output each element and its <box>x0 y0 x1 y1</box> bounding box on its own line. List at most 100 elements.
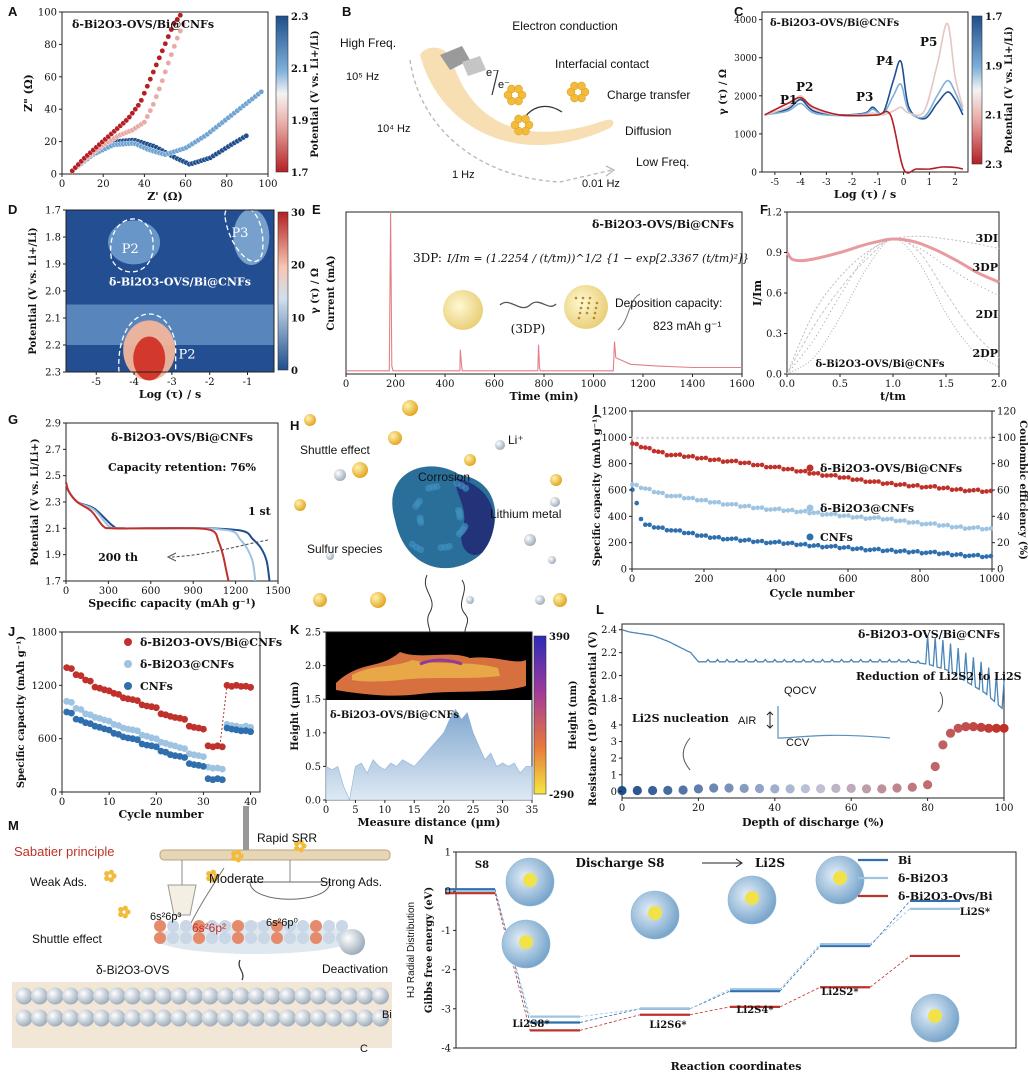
panel-m-cluster-atom <box>284 932 296 944</box>
panel-i-capacity-point <box>781 508 786 514</box>
y-tick-label: 0 <box>751 169 757 179</box>
panel-b-sulfur-ring <box>514 84 523 94</box>
panel-i-capacity-point <box>906 520 912 525</box>
x-tick-label: 15 <box>408 805 421 816</box>
panel-i-capacity-point <box>811 543 817 548</box>
panel-i-capacity-point <box>854 514 860 520</box>
panel-a-point <box>141 119 148 125</box>
panel-f-xlabel: t/tm <box>880 390 906 403</box>
panel-i-capacity-point <box>828 544 834 549</box>
panel-m-label: Sabatier principle <box>14 844 114 859</box>
panel-m-deactivated-particle <box>339 929 365 955</box>
panel-i-capacity-point <box>820 512 825 517</box>
panel-i-efficiency-point <box>746 436 750 440</box>
panel-i-efficiency-point <box>772 436 775 440</box>
panel-m-base-atom <box>325 987 343 1005</box>
panel-i-legend-marker <box>806 504 814 512</box>
panel-i-capacity-point <box>746 503 752 509</box>
panel-h-surface-bump <box>453 480 461 487</box>
panel-i-capacity-point <box>958 551 963 557</box>
x-tick-label: 1600 <box>729 379 754 390</box>
panel-i-capacity-point <box>681 495 687 501</box>
panel-i-capacity-point <box>941 551 946 556</box>
panel-m-label: Bi <box>382 1009 392 1021</box>
panel-i-efficiency-point <box>847 436 851 440</box>
y-tick-label: 1.0 <box>305 728 321 739</box>
panel-a-point <box>159 77 166 84</box>
x-tick-label: 25 <box>467 805 480 816</box>
panel-m-base-atom <box>93 987 110 1005</box>
panel-m-base-atom <box>31 1009 48 1027</box>
y-tick-label: 1.7 <box>45 577 61 588</box>
panel-i-capacity-point <box>932 484 938 489</box>
panel-j-point <box>181 715 189 723</box>
x-tick-label: 35 <box>526 805 539 816</box>
panel-i-efficiency-point <box>636 436 639 440</box>
panel-h-label: Lithium metal <box>490 507 561 521</box>
panel-d-title: δ-Bi2O3-OVS/Bi@CNFs <box>109 276 251 289</box>
panel-l-resistance-point <box>907 782 917 792</box>
panel-m-sulfur-ring <box>206 871 212 877</box>
panel-letter-E: E <box>312 202 321 217</box>
panel-m-base-atom <box>232 1009 250 1027</box>
y-tick-label: 1800 <box>32 628 57 639</box>
panel-n-connector <box>689 988 731 1010</box>
panel-i-efficiency-point <box>928 436 932 440</box>
panel-a-point <box>135 102 142 109</box>
y-tick-label: 0 <box>611 787 617 798</box>
x-tick-label: 60 <box>179 179 192 190</box>
panel-m-cluster-atom <box>297 932 309 944</box>
panel-m-cluster-atom <box>167 920 179 932</box>
y-tick-label: 1000 <box>602 433 627 444</box>
panel-j-point <box>68 709 75 717</box>
panel-i-capacity-point <box>802 468 808 474</box>
panel-n-species-label: Li2S4* <box>736 1005 774 1016</box>
panel-m-base-atom <box>77 987 95 1005</box>
panel-i-capacity-point <box>932 549 938 555</box>
panel-a-point <box>144 83 151 89</box>
panel-j-point <box>77 672 85 680</box>
colorbar-tick-label: 20 <box>291 261 305 272</box>
panel-i-efficiency-point <box>666 436 669 440</box>
panel-i-efficiency-point <box>696 436 700 440</box>
panel-l-annotation: AIR <box>738 715 756 727</box>
panel-i-capacity-point <box>923 521 929 527</box>
panel-j-ylabel: Specific capacity (mAh g⁻¹) <box>16 636 27 788</box>
panel-h-tail <box>460 579 469 637</box>
panel-i-capacity-point <box>889 547 894 553</box>
panel-i-efficiency-point <box>711 436 715 440</box>
panel-j-point <box>68 699 75 706</box>
panel-l-resistance-point <box>648 785 658 796</box>
panel-e-deposit-dot <box>586 306 590 310</box>
panel-m-arrow <box>189 867 225 926</box>
y-tick-label: 600 <box>608 486 627 497</box>
x-tick-label: 30 <box>197 797 210 808</box>
panel-m-base-atom <box>310 1009 327 1027</box>
panel-i-capacity-point <box>772 464 778 470</box>
x-tick-label: 80 <box>220 179 233 190</box>
panel-i-efficiency-point <box>736 436 740 440</box>
panel-i-capacity-point <box>729 502 734 507</box>
panel-j-point <box>152 735 160 743</box>
panel-m-base-atom <box>31 987 48 1005</box>
panel-g-cycle-label: 1 st <box>248 505 272 518</box>
panel-l-resistance-point <box>663 785 673 796</box>
panel-b-sulfur-ring <box>577 81 586 91</box>
panel-j-point <box>218 743 226 751</box>
panel-g-curve <box>65 481 230 582</box>
panel-l-resistance-point <box>976 722 986 733</box>
y-tick-label: 1.5 <box>305 695 321 706</box>
x-tick-label: 1500 <box>265 586 290 597</box>
panel-g-arrow <box>171 539 269 558</box>
panel-i-capacity-point <box>988 526 994 531</box>
y-tick-label: 2.3 <box>45 368 61 379</box>
panel-i-efficiency-point <box>913 436 916 440</box>
panel-i-legend-label: δ-Bi2O3-OVS/Bi@CNFs <box>820 462 962 475</box>
panel-j-point <box>200 763 207 770</box>
x-tick-label: 0 <box>901 178 907 188</box>
panel-i-capacity-point <box>789 507 795 513</box>
panel-c-line <box>764 79 964 119</box>
panel-j-rate-jump <box>219 685 228 746</box>
panel-k-xlabel: Measure distance (μm) <box>357 816 500 829</box>
panel-i-capacity-point <box>850 546 855 552</box>
